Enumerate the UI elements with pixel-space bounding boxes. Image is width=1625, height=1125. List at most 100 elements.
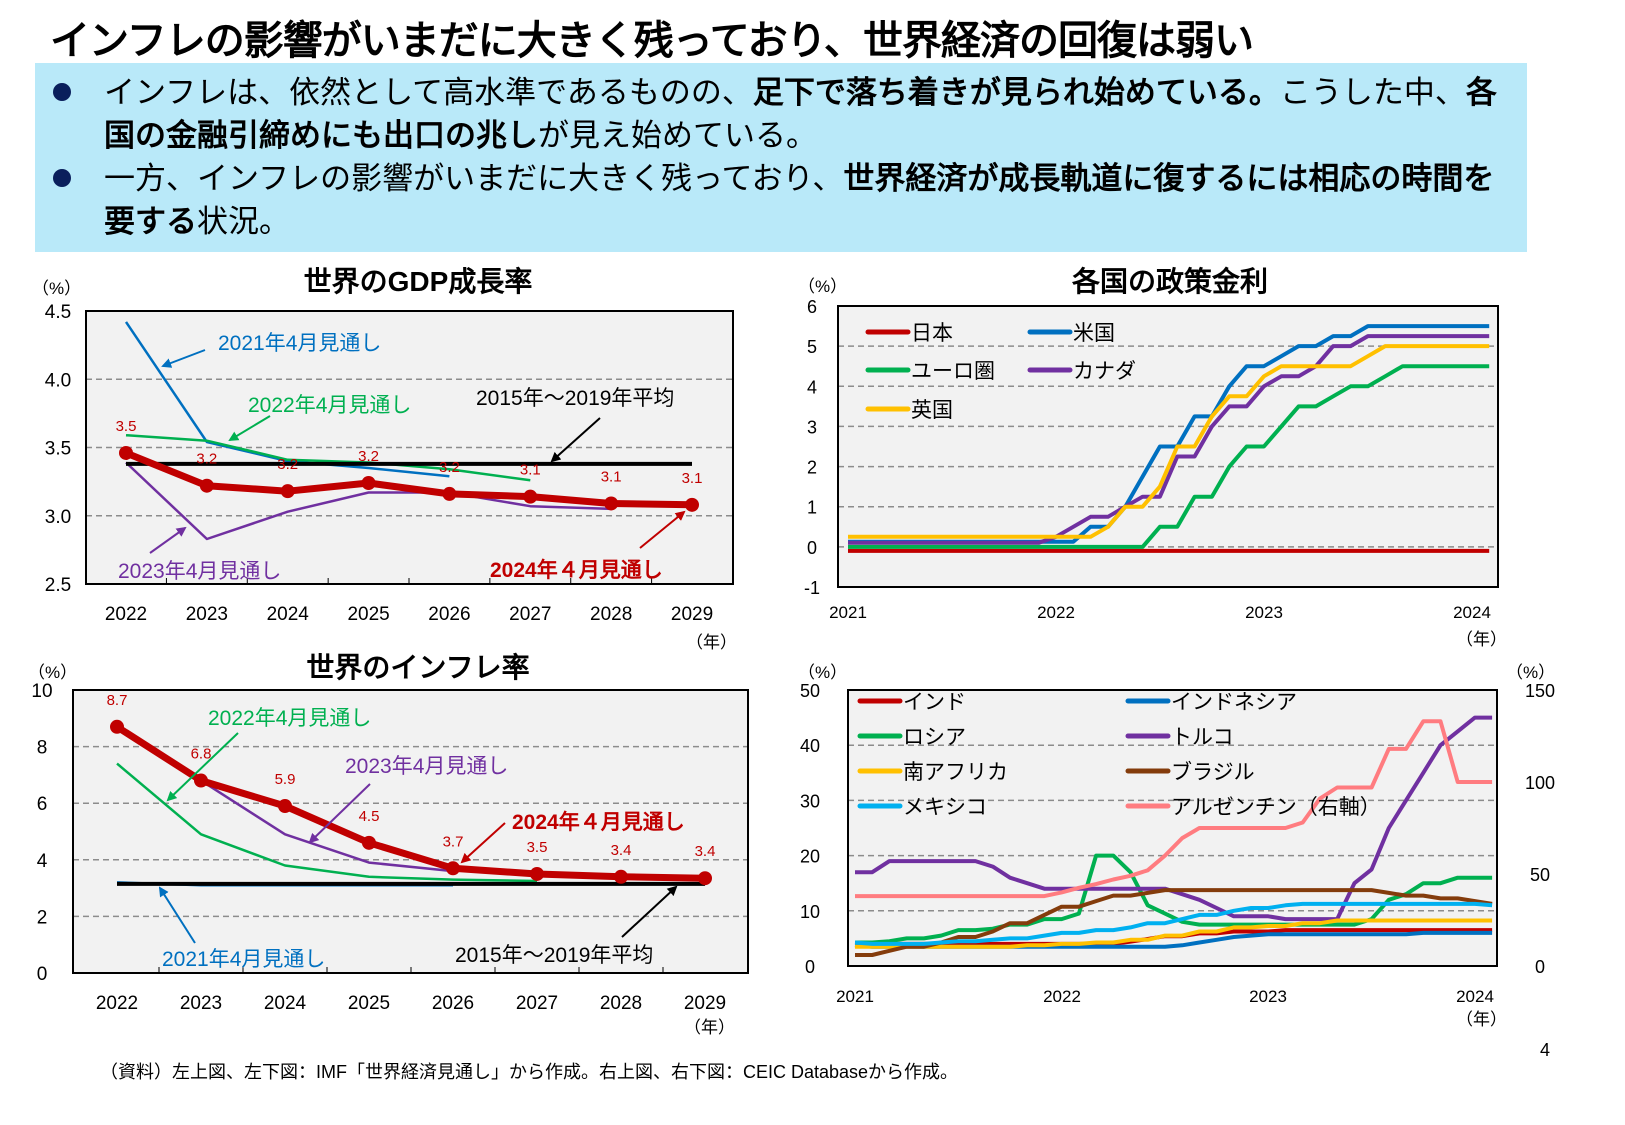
em-x-unit: （年） xyxy=(1456,1010,1507,1029)
em-y-tick-label: 50 xyxy=(800,681,820,701)
em-y-tick-label: 20 xyxy=(800,847,820,867)
inflation-annotation-2021-arrow-icon xyxy=(158,886,196,944)
gdp-data-label: 3.1 xyxy=(682,470,703,487)
inflation-data-label: 5.9 xyxy=(275,771,296,788)
policy-legend-label: 米国 xyxy=(1073,322,1115,345)
gdp-y-tick-label: 4.0 xyxy=(45,370,71,391)
policy-plot-border xyxy=(837,305,1499,588)
policy-legend-label: カナダ xyxy=(1073,360,1136,383)
em-y-unit: （%） xyxy=(798,663,848,682)
policy-y-tick-label: 1 xyxy=(807,498,817,518)
inflation-data-label: 3.5 xyxy=(527,839,548,856)
gdp-series-line xyxy=(125,433,531,482)
em-x-tick-label: 2023 xyxy=(1249,987,1287,1006)
gdp-y-tick-label: 2.5 xyxy=(45,575,71,596)
inflation-series-line xyxy=(116,762,538,883)
inflation-x-unit: （年） xyxy=(684,1018,735,1037)
inflation-annotation-2023: 2023年4月見通し xyxy=(345,755,508,778)
policy-y-tick-label: 0 xyxy=(807,538,817,558)
em-legend-label: インドネシア xyxy=(1171,691,1297,714)
bullet-emphasis: 各国の金融引締めにも出口の兆し xyxy=(104,75,1497,153)
em-legend-label: ロシア xyxy=(903,726,966,749)
bullet-dot-icon xyxy=(53,83,71,101)
inflation-annotation-2024: 2024年４月見通し xyxy=(512,810,685,834)
page-title: インフレの影響がいまだに大きく残っており、世界経済の回復は弱い xyxy=(50,19,1254,63)
em-x-tick-label: 2021 xyxy=(836,987,874,1006)
policy-y-tick-label: 6 xyxy=(807,297,817,317)
gdp-x-tick-label: 2028 xyxy=(590,604,632,625)
gdp-annotation-2024: 2024年４月見通し xyxy=(490,558,663,582)
gdp-series-line xyxy=(125,461,612,541)
em-y-right-tick-label: 150 xyxy=(1525,681,1555,701)
inflation-data-label: 3.4 xyxy=(611,842,632,859)
gdp-y-unit: （%） xyxy=(32,279,82,298)
gdp-series-line xyxy=(124,321,450,478)
inflation-x-tick-label: 2029 xyxy=(684,993,726,1014)
bullet-segment: インフレは、依然として高水準であるものの、 xyxy=(104,75,753,110)
bullet-segment: 状況。 xyxy=(197,204,290,239)
em-plot-border xyxy=(847,689,1498,967)
gdp-data-label: 3.2 xyxy=(358,448,379,465)
gdp-annotation-2021-arrow-icon xyxy=(161,349,206,368)
inflation-annotation-2021: 2021年4月見通し xyxy=(162,948,325,971)
gdp-x-tick-label: 2027 xyxy=(509,604,551,625)
inflation-annotation-average: 2015年～2019年平均 xyxy=(455,944,653,967)
gdp-data-point xyxy=(685,497,700,512)
gdp-x-tick-label: 2029 xyxy=(671,604,713,625)
inflation-chart-title: 世界のインフレ率 xyxy=(306,652,530,683)
inflation-x-tick-label: 2028 xyxy=(600,993,642,1014)
gdp-annotation-2023: 2023年4月見通し xyxy=(118,560,281,583)
inflation-y-unit: （%） xyxy=(28,663,78,682)
gdp-data-point xyxy=(361,475,376,490)
gdp-data-label: 3.2 xyxy=(196,451,217,468)
inflation-annotation-2024-arrow-icon xyxy=(460,822,506,864)
inflation-y-tick-label: 6 xyxy=(37,794,48,815)
inflation-annotation-average-arrow-icon xyxy=(621,885,678,938)
gdp-annotation-average: 2015年～2019年平均 xyxy=(476,387,674,410)
inflation-x-tick-label: 2022 xyxy=(96,993,138,1014)
inflation-y-tick-label: 0 xyxy=(37,964,48,985)
inflation-data-point xyxy=(110,719,124,734)
gdp-data-point xyxy=(604,496,619,511)
em-legend-label: トルコ xyxy=(1171,726,1234,749)
em-legend-label: アルゼンチン（右軸） xyxy=(1171,796,1381,819)
policy-x-tick-label: 2023 xyxy=(1245,603,1283,622)
inflation-x-tick-label: 2025 xyxy=(348,993,390,1014)
policy-y-tick-label: 5 xyxy=(807,337,817,357)
page-number: 4 xyxy=(1540,1040,1551,1060)
inflation-x-tick-label: 2024 xyxy=(264,993,307,1014)
policy-series-line xyxy=(848,334,1490,545)
inflation-annotation-2022: 2022年4月見通し xyxy=(208,707,371,730)
inflation-data-point xyxy=(698,871,712,886)
em-y-right-unit: （%） xyxy=(1506,663,1556,682)
policy-y-unit: （%） xyxy=(798,277,848,296)
policy-chart-title: 各国の政策金利 xyxy=(1071,266,1269,297)
policy-y-tick-label: 3 xyxy=(807,417,817,437)
gdp-annotation-2021: 2021年4月見通し xyxy=(218,332,381,355)
em-y-right-tick-label: 50 xyxy=(1530,865,1550,885)
inflation-data-point xyxy=(278,799,292,814)
inflation-data-point xyxy=(446,861,460,876)
em-legend-label: ブラジル xyxy=(1171,761,1255,784)
bullet-segment: 一方、インフレの影響がいまだに大きく残っており、 xyxy=(104,161,844,196)
gdp-data-point xyxy=(523,489,538,504)
inflation-y-tick-label: 10 xyxy=(31,681,52,702)
summary-bullet-2: 一方、インフレの影響がいまだに大きく残っており、世界経済が成長軌道に復するには相… xyxy=(53,157,1504,243)
gdp-data-point xyxy=(442,486,457,501)
inflation-y-tick-label: 8 xyxy=(37,738,48,759)
gdp-series-line xyxy=(124,449,693,509)
bullet-segment: こうした中、 xyxy=(1279,75,1466,110)
summary-box: インフレは、依然として高水準であるものの、足下で落ち着きが見られ始めている。こう… xyxy=(35,63,1527,252)
gdp-data-label: 3.2 xyxy=(439,459,460,476)
gdp-annotation-2022: 2022年4月見通し xyxy=(248,394,411,417)
gdp-x-unit: （年） xyxy=(686,633,737,652)
em-y-right-tick-label: 0 xyxy=(1535,957,1545,977)
gdp-x-tick-label: 2026 xyxy=(428,604,470,625)
inflation-data-point xyxy=(362,835,376,850)
em-legend-label: インド xyxy=(903,691,966,714)
gdp-y-tick-label: 3.0 xyxy=(45,507,71,528)
em-y-tick-label: 30 xyxy=(800,791,820,811)
policy-legend-label: 英国 xyxy=(911,399,953,422)
inflation-annotation-2023-arrow-icon xyxy=(308,783,371,844)
gdp-data-label: 3.2 xyxy=(277,456,298,473)
